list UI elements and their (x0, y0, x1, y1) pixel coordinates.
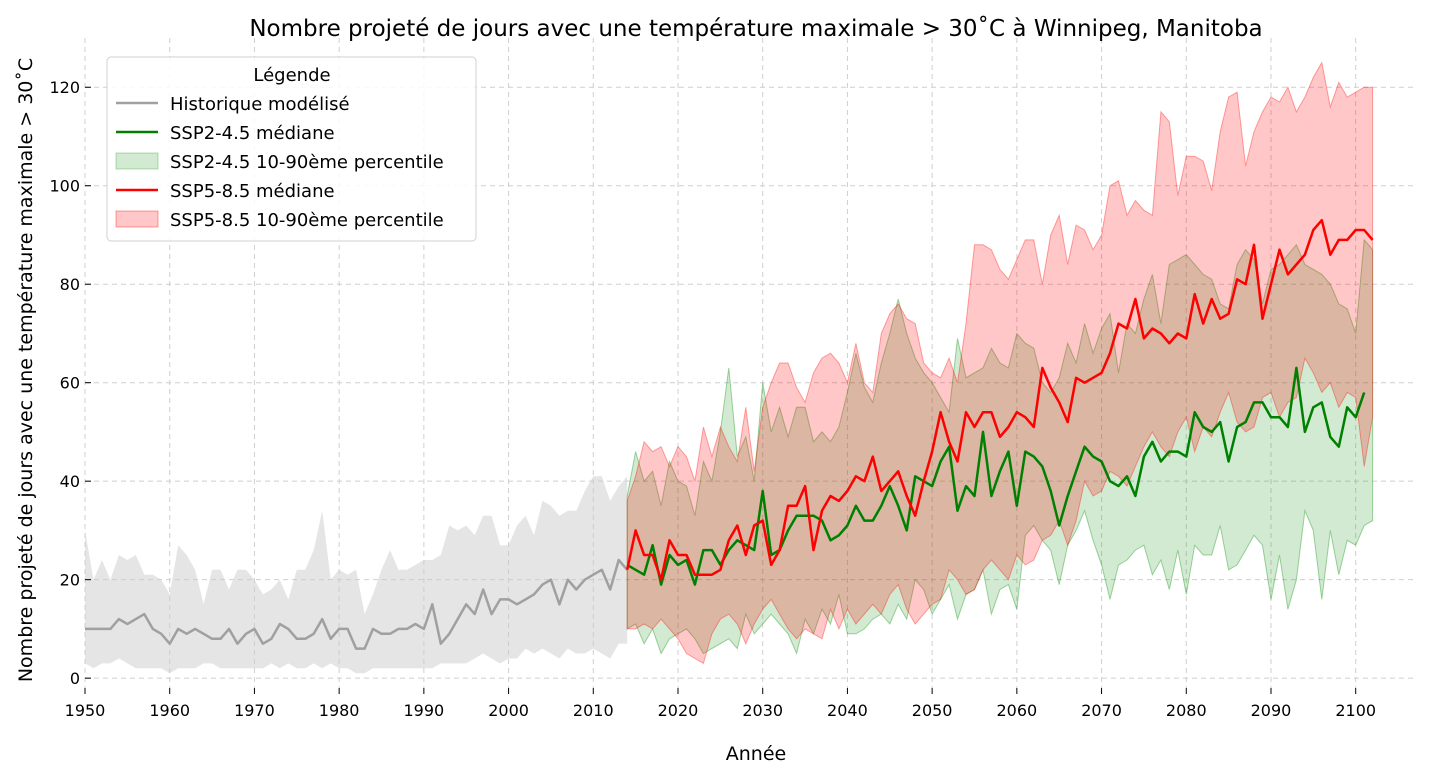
chart-title: Nombre projeté de jours avec une tempéra… (249, 15, 1262, 42)
y-tick-label-80: 80 (60, 275, 80, 294)
legend-item-3-label: SSP5-8.5 médiane (170, 181, 335, 202)
line-ssp2-4-5-m-diane (626, 366, 1366, 586)
x-tick-label-1990: 1990 (403, 701, 444, 720)
band-ssp5-8-5-10-90-me-percentile (626, 61, 1374, 665)
y-tick-label-100: 100 (49, 177, 80, 196)
line-layer (85, 218, 1374, 650)
legend-item-2-label: SSP2-4.5 10-90ème percentile (170, 152, 444, 173)
legend-box (106, 56, 477, 242)
x-tick-label-2040: 2040 (827, 701, 868, 720)
y-tick-label-20: 20 (60, 571, 80, 590)
x-tick-label-2010: 2010 (573, 701, 614, 720)
x-tick-label-2080: 2080 (1166, 701, 1207, 720)
x-tick-label-1960: 1960 (149, 701, 190, 720)
line-ssp5-8-5-m-diane (625, 218, 1374, 581)
legend-entries: Historique modélisé SSP2-4.5 médiane SSP2-… (115, 94, 444, 231)
legend-item-1-label: SSP2-4.5 médiane (170, 123, 335, 144)
x-tick-label-2030: 2030 (742, 701, 783, 720)
y-tick-label-120: 120 (49, 78, 80, 97)
x-tick-labels: 1950 1960 1970 1980 1990 2000 2010 2020 2030 2040… (65, 688, 1376, 720)
legend-item-0-label: Historique modélisé (170, 94, 350, 115)
y-tick-label-40: 40 (60, 472, 80, 491)
x-tick-label-1970: 1970 (234, 701, 275, 720)
x-tick-label-1950: 1950 (65, 701, 106, 720)
legend-item-4-label: SSP5-8.5 10-90ème percentile (170, 210, 444, 231)
band-historique-10-90-me-percentile (85, 476, 628, 674)
x-axis-label: Année (726, 743, 786, 765)
grid-layer (84, 38, 1415, 688)
y-axis-label: Nombre projeté de jours avec une tempéra… (15, 58, 37, 682)
x-tick-label-2060: 2060 (996, 701, 1037, 720)
x-tick-label-1980: 1980 (319, 701, 360, 720)
x-tick-label-2090: 2090 (1251, 701, 1292, 720)
legend-item-4-swatch (115, 210, 159, 228)
x-tick-label-2000: 2000 (488, 701, 529, 720)
y-tick-label-0: 0 (70, 669, 80, 688)
legend-title: Légende (253, 65, 330, 86)
x-tick-label-2050: 2050 (912, 701, 953, 720)
y-tick-label-60: 60 (60, 374, 80, 393)
line-historique-mod-lis- (85, 558, 629, 650)
x-tick-label-2020: 2020 (658, 701, 699, 720)
x-tick-label-2070: 2070 (1081, 701, 1122, 720)
y-tick-labels: 0 20 40 60 80 100 120 (49, 78, 91, 688)
legend: Légende Historique modélisé SSP2-4.5 médi… (106, 56, 477, 242)
x-tick-label-2100: 2100 (1335, 701, 1376, 720)
legend-item-2-swatch (115, 152, 159, 170)
